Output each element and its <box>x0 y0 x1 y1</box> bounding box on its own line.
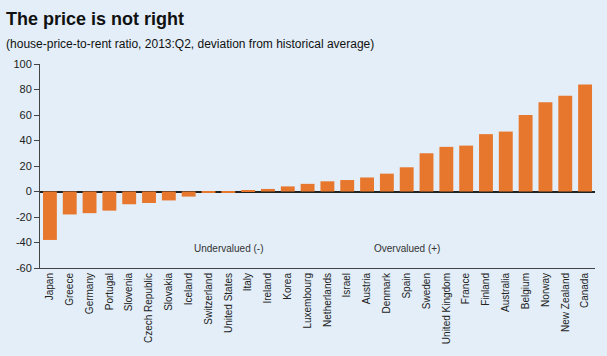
svg-text:Overvalued (+): Overvalued (+) <box>374 243 440 254</box>
svg-text:Denmark: Denmark <box>381 272 392 314</box>
svg-text:United States: United States <box>223 273 234 333</box>
svg-text:Portugal: Portugal <box>104 273 115 310</box>
svg-text:Greece: Greece <box>64 273 75 306</box>
svg-text:100: 100 <box>13 58 31 70</box>
svg-text:-40: -40 <box>16 236 32 248</box>
svg-text:Undervalued (-): Undervalued (-) <box>194 243 263 254</box>
svg-text:Switzerland: Switzerland <box>203 273 214 325</box>
svg-text:Sweden: Sweden <box>421 273 432 309</box>
svg-text:80: 80 <box>20 83 32 95</box>
svg-text:Japan: Japan <box>44 273 55 300</box>
svg-text:-20: -20 <box>16 211 32 223</box>
svg-text:Norway: Norway <box>540 273 551 307</box>
svg-text:20: 20 <box>20 160 32 172</box>
svg-text:Germany: Germany <box>84 273 95 314</box>
svg-text:60: 60 <box>20 109 32 121</box>
svg-text:Belgium: Belgium <box>520 273 531 309</box>
svg-text:Spain: Spain <box>401 273 412 299</box>
svg-text:Slovakia: Slovakia <box>163 273 174 311</box>
svg-text:-60: -60 <box>16 262 32 274</box>
svg-text:40: 40 <box>20 134 32 146</box>
svg-text:Ireland: Ireland <box>262 273 273 304</box>
svg-text:Austria: Austria <box>361 273 372 305</box>
svg-text:Israel: Israel <box>341 273 352 297</box>
svg-text:Finland: Finland <box>480 273 491 306</box>
svg-text:Korea: Korea <box>282 273 293 300</box>
svg-text:United Kingdom: United Kingdom <box>441 273 452 344</box>
svg-text:New Zealand: New Zealand <box>560 273 571 332</box>
svg-text:Czech Republic: Czech Republic <box>143 273 154 343</box>
svg-text:Slovenia: Slovenia <box>123 273 134 312</box>
svg-text:France: France <box>460 273 471 305</box>
svg-text:The price is not right(house-p: The price is not right(house-price-to-re… <box>6 9 374 51</box>
svg-text:Netherlands: Netherlands <box>322 273 333 327</box>
svg-text:Australia: Australia <box>500 273 511 312</box>
svg-text:Canada: Canada <box>579 273 590 308</box>
svg-text:Luxembourg: Luxembourg <box>302 273 313 329</box>
svg-text:Iceland: Iceland <box>183 273 194 305</box>
svg-text:Italy: Italy <box>242 273 253 291</box>
svg-text:0: 0 <box>26 185 32 197</box>
